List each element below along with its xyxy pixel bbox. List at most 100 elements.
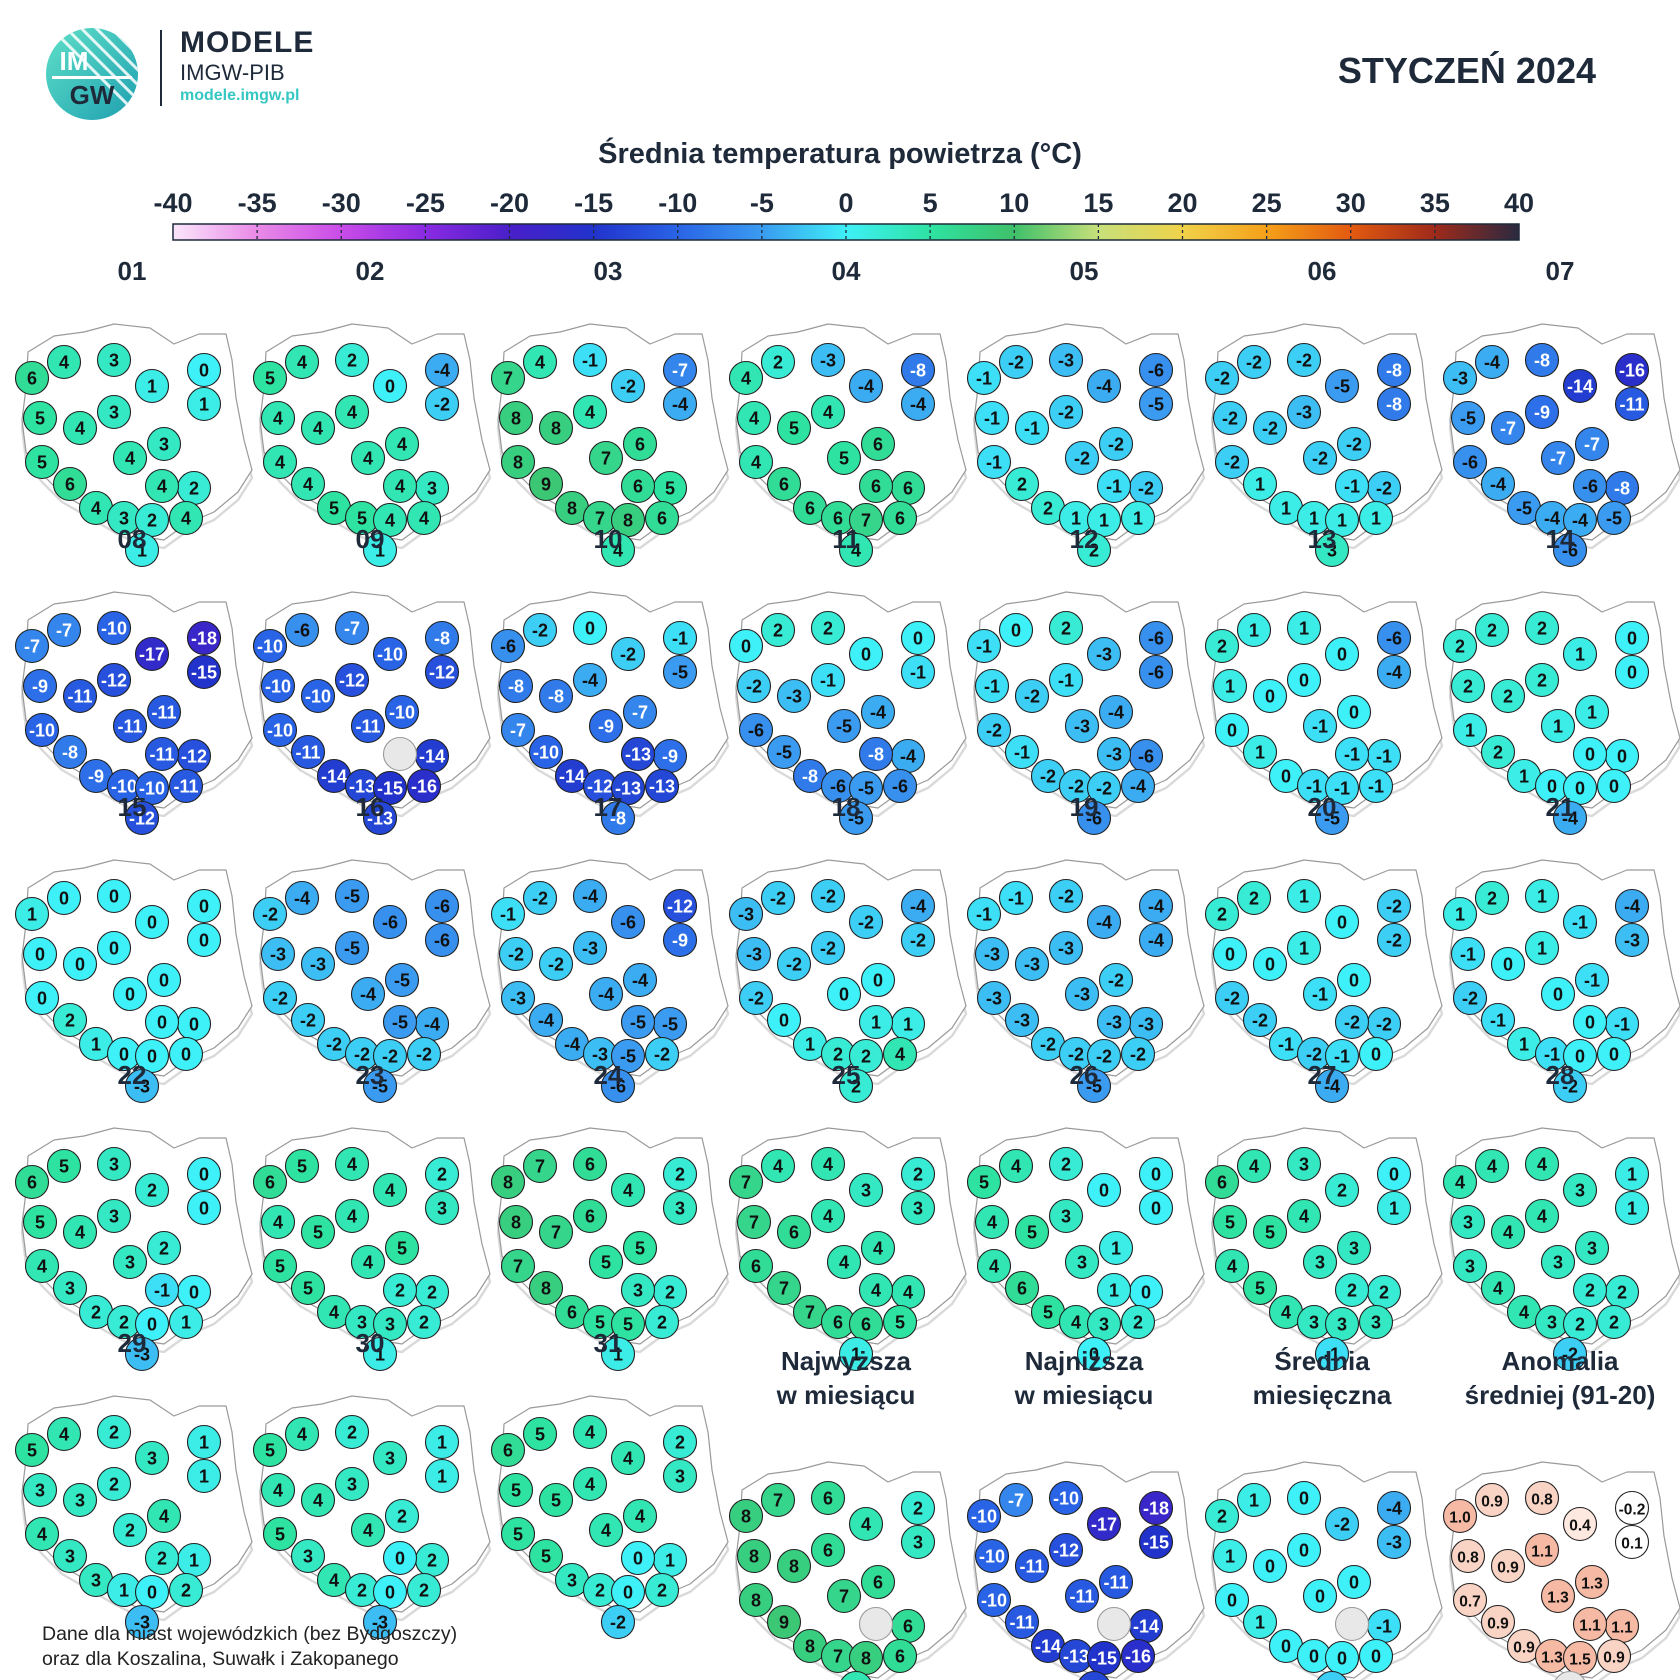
station-value: 2 — [437, 1165, 447, 1185]
station-value: -0.2 — [1619, 1502, 1646, 1519]
station-marker-wroc-aw — [1242, 1270, 1278, 1306]
station-value: 5 — [1027, 1223, 1037, 1243]
station-value: 6 — [567, 1303, 577, 1323]
station-marker-wroc-aw — [1480, 466, 1516, 502]
station-value: 8 — [511, 409, 521, 429]
station-value: 0 — [1099, 1181, 1109, 1201]
station-value: -10 — [377, 645, 403, 665]
station-marker-suwa-ki — [1138, 352, 1174, 388]
station-value: -1 — [1368, 777, 1384, 797]
day-label: 17 — [594, 792, 623, 822]
station-value: 6 — [635, 435, 645, 455]
station-marker-olsztyn — [372, 1172, 408, 1208]
station-value: -3 — [1024, 955, 1040, 975]
station-value: -7 — [632, 703, 648, 723]
station-value: 0 — [385, 377, 395, 397]
station-marker-warszawa — [384, 1498, 420, 1534]
station-marker-suwa-ki — [424, 1156, 460, 1192]
station-value: 4 — [329, 1571, 339, 1591]
colorbar-tick-label: -15 — [574, 188, 613, 218]
station-value: -4 — [1324, 1077, 1340, 1097]
station-marker-rzesz-w — [644, 768, 680, 804]
brand-url[interactable]: modele.imgw.pl — [180, 87, 300, 104]
station-marker-szczecin — [1442, 360, 1478, 396]
station-marker-pozna- — [1490, 1548, 1526, 1584]
station-value: 1.1 — [1579, 1618, 1601, 1635]
station-value: -6 — [382, 913, 398, 933]
station-value: -2 — [262, 905, 278, 925]
station-marker-toru- — [810, 1198, 846, 1234]
station-value: -2 — [1222, 409, 1238, 429]
station-marker-zielona-g-ra — [262, 980, 298, 1016]
station-marker-olsztyn — [610, 904, 646, 940]
station-value: -4 — [870, 703, 886, 723]
station-value: 7 — [839, 1587, 849, 1607]
station-value: -15 — [377, 779, 403, 799]
station-marker--d- — [826, 976, 862, 1012]
station-marker-toru- — [334, 662, 370, 698]
station-value: 0 — [1349, 971, 1359, 991]
station-value: 1 — [199, 1467, 209, 1487]
station-value: 4 — [363, 449, 373, 469]
station-value: 2 — [147, 1181, 157, 1201]
station-value: 0 — [1225, 945, 1235, 965]
station-marker-zielona-g-ra — [262, 1248, 298, 1284]
station-value: 0 — [109, 939, 119, 959]
station-value: 2 — [1217, 1507, 1227, 1527]
station-value: -1 — [1334, 779, 1350, 799]
station-value: -4 — [1108, 703, 1124, 723]
station-value: -10 — [29, 721, 55, 741]
station-marker-toru- — [96, 1198, 132, 1234]
station-value: 3 — [385, 1449, 395, 1469]
station-marker-rzesz-w — [406, 500, 442, 536]
station-value: 5 — [513, 1525, 523, 1545]
station-marker-pozna- — [776, 410, 812, 446]
station-value: -6 — [500, 637, 516, 657]
station-marker-pozna- — [538, 1214, 574, 1250]
station-value: -11 — [1069, 1587, 1094, 1607]
station-marker-warszawa — [622, 1230, 658, 1266]
station-value: 1 — [199, 395, 209, 415]
station-value: 0 — [1503, 955, 1513, 975]
station-value: -5 — [372, 1077, 388, 1097]
station-value: -1 — [1312, 717, 1328, 737]
summary-title-line-1: Najniższa — [1025, 1346, 1144, 1376]
station-value: -8 — [62, 743, 78, 763]
station-value: -4 — [1624, 897, 1640, 917]
station-value: 4 — [613, 541, 623, 561]
station-marker-gda-sk — [1286, 342, 1322, 378]
station-value: -2 — [1346, 435, 1362, 455]
station-marker-koszalin — [284, 344, 320, 380]
station-marker-koszalin — [1474, 612, 1510, 648]
station-value: 5 — [635, 1239, 645, 1259]
station-value: 1 — [1627, 1199, 1637, 1219]
station-marker-pozna- — [300, 410, 336, 446]
colorbar-tick-label: 10 — [999, 188, 1029, 218]
station-value: 7 — [805, 1303, 815, 1323]
station-value: -2 — [1386, 931, 1402, 951]
station-marker-koszalin — [284, 1416, 320, 1452]
station-marker-gda-sk — [1286, 610, 1322, 646]
logo-text-top: IM — [60, 46, 89, 76]
station-marker-olsztyn — [372, 368, 408, 404]
station-marker-kielce — [1096, 1272, 1132, 1308]
station-value: 3 — [125, 1253, 135, 1273]
station-value: 3 — [1077, 1253, 1087, 1273]
station-value: -15 — [191, 663, 217, 683]
station-value: 4 — [585, 1475, 595, 1495]
station-marker-olsztyn — [848, 636, 884, 672]
station-marker-bia-ystok — [186, 1190, 222, 1226]
station-value: 3 — [675, 1199, 685, 1219]
station-value: 3 — [1465, 1257, 1475, 1277]
station-marker-gorz-w-wielkopolski — [498, 936, 534, 972]
station-marker-zakopane — [1314, 1068, 1350, 1104]
station-value: 8 — [751, 1591, 761, 1611]
station-marker-kielce — [144, 468, 180, 504]
station-marker-gorz-w-wielkopolski — [1212, 400, 1248, 436]
station-value: -1 — [910, 663, 926, 683]
station-value: 2 — [395, 1281, 405, 1301]
station-marker-szczecin — [490, 360, 526, 396]
station-value: -6 — [434, 931, 450, 951]
station-marker-pozna- — [1252, 410, 1288, 446]
